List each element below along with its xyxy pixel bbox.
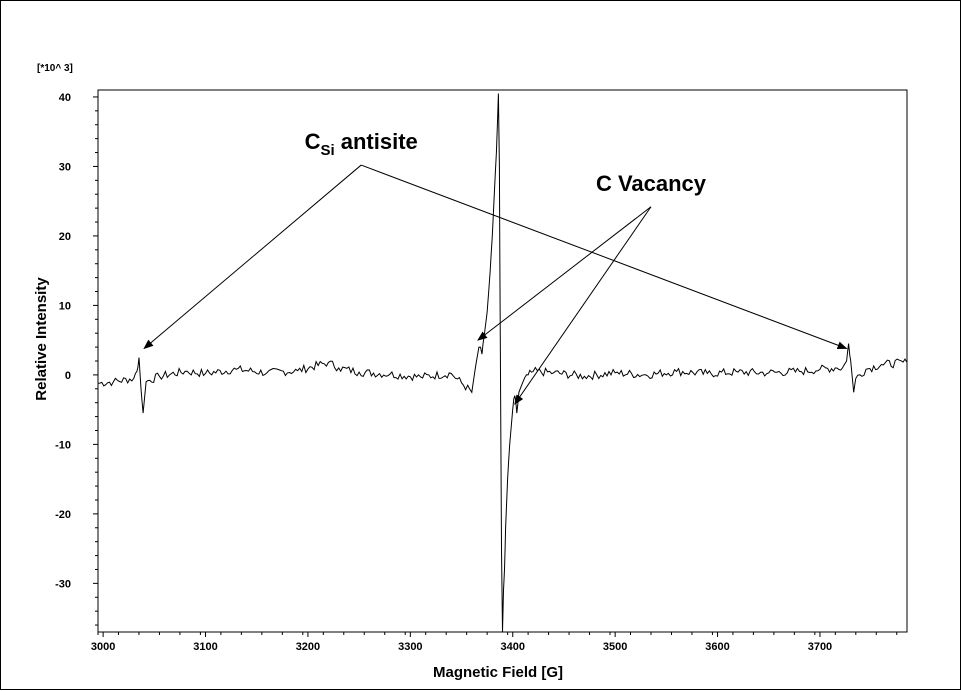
x-tick-label: 3100 bbox=[193, 641, 217, 653]
annotation-arrow bbox=[477, 206, 652, 341]
csi-antisite-label: CSi antisite bbox=[305, 129, 418, 159]
y-tick-label: -30 bbox=[55, 578, 71, 590]
x-tick-label: 3300 bbox=[398, 641, 422, 653]
x-tick-label: 3500 bbox=[603, 641, 627, 653]
y-tick-label: -10 bbox=[55, 439, 71, 451]
y-tick-label: 40 bbox=[59, 92, 71, 104]
annotation-arrow bbox=[143, 164, 362, 350]
annotation-arrow bbox=[361, 164, 848, 350]
x-tick-label: 3400 bbox=[500, 641, 524, 653]
y-tick-label: -20 bbox=[55, 509, 71, 521]
x-tick-label: 3000 bbox=[91, 641, 115, 653]
x-tick-label: 3700 bbox=[808, 641, 832, 653]
annotation-arrow bbox=[514, 206, 652, 405]
x-axis-title: Magnetic Field [G] bbox=[433, 664, 563, 681]
x-tick-label: 3200 bbox=[296, 641, 320, 653]
y-tick-label: 30 bbox=[59, 161, 71, 173]
spectrum-line bbox=[97, 93, 908, 633]
y-tick-label: 20 bbox=[59, 231, 71, 243]
y-tick-label: 10 bbox=[59, 300, 71, 312]
y-multiplier-label: [*10^ 3] bbox=[37, 63, 73, 74]
x-tick-label: 3600 bbox=[705, 641, 729, 653]
y-tick-label: 0 bbox=[65, 370, 71, 382]
c-vacancy-label: C Vacancy bbox=[596, 171, 707, 196]
y-axis-title: Relative Intensity bbox=[33, 277, 50, 401]
plot-area-border bbox=[97, 89, 908, 633]
